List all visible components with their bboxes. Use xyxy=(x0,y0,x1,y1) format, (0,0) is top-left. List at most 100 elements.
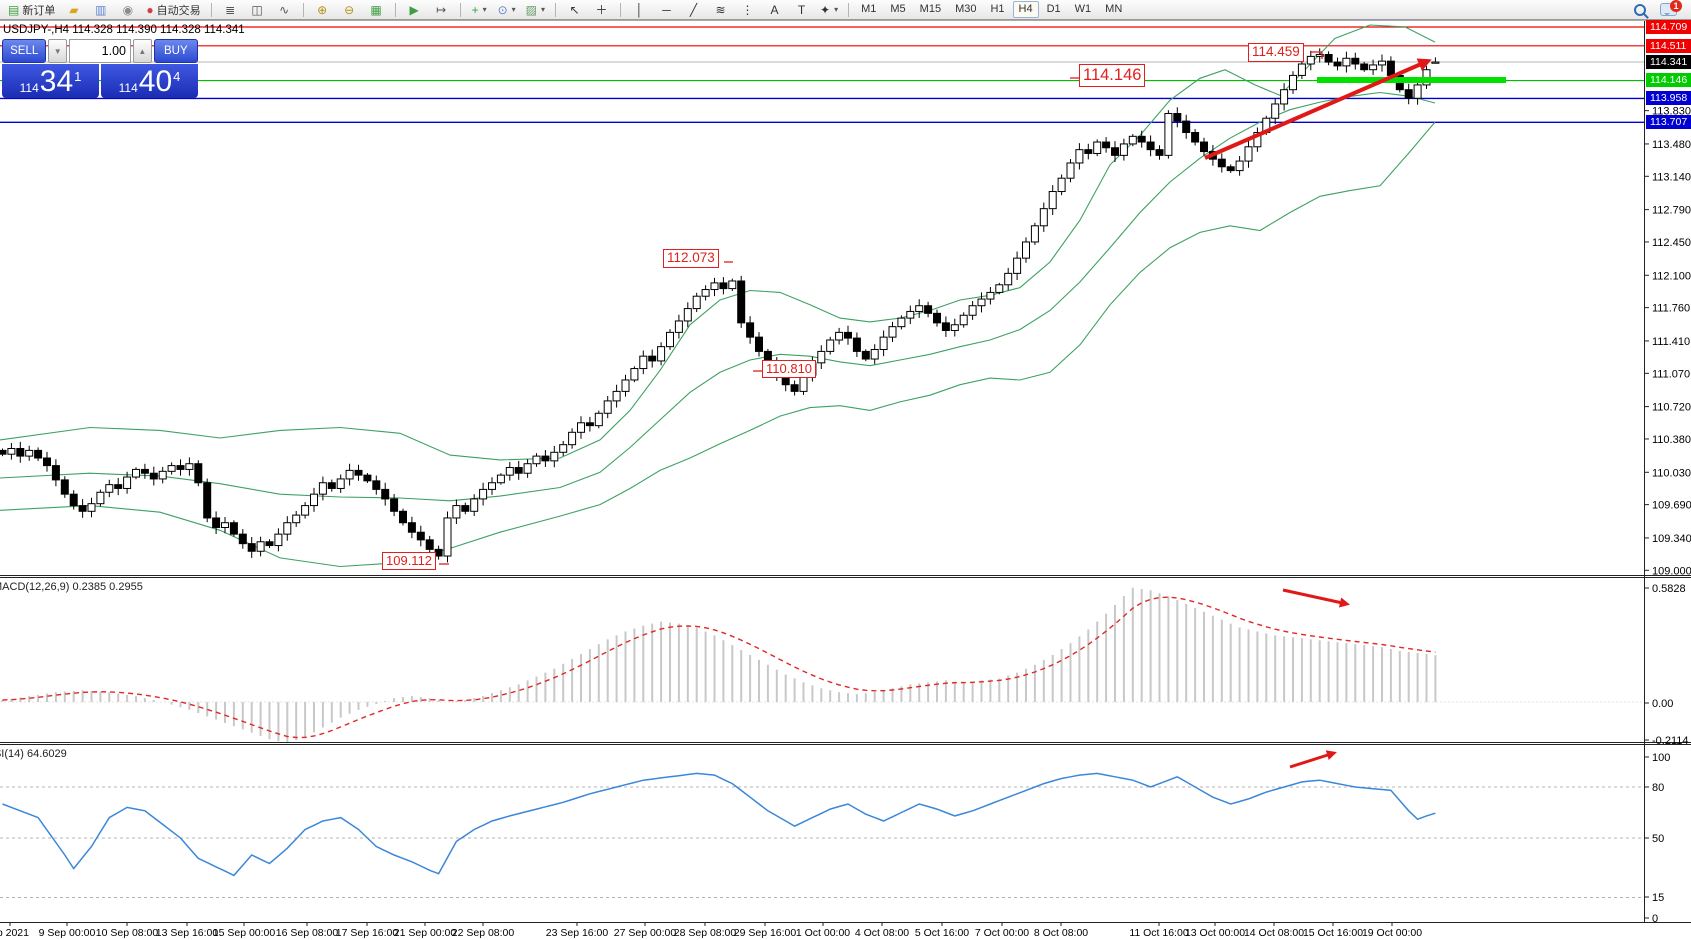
volume-increase-button[interactable]: ▲ xyxy=(133,39,152,63)
zoom-in-button[interactable]: ⊕ xyxy=(310,1,335,19)
candle-body xyxy=(1182,120,1191,134)
time-tick-label: 22 Sep 08:00 xyxy=(452,927,515,939)
candle-body xyxy=(274,533,283,547)
notifications-icon[interactable]: 1 xyxy=(1660,0,1682,16)
time-tick-label: 15 Oct 16:00 xyxy=(1303,927,1363,939)
candle-body xyxy=(568,431,577,446)
candle-body xyxy=(452,505,461,519)
fibonacci-icon: ⋮ xyxy=(741,2,754,17)
candle-body xyxy=(479,488,488,500)
bar-chart-button[interactable]: ≣ xyxy=(218,1,243,19)
trendline-button[interactable]: ╱ xyxy=(681,1,706,19)
highlight-icon[interactable]: ▰ xyxy=(61,1,86,19)
candle-body xyxy=(310,493,318,507)
text-button[interactable]: A xyxy=(762,1,787,19)
arrows-icon: ✦ xyxy=(820,2,831,17)
price-tick-label: 110.380 xyxy=(1652,434,1691,446)
annotation-high-112073[interactable]: 112.073 xyxy=(663,249,719,268)
timeframe-h4-button[interactable]: H4 xyxy=(1012,1,1039,18)
candle-body xyxy=(238,533,247,545)
candle-body xyxy=(69,493,78,507)
autotrade-button[interactable]: ● 自动交易 xyxy=(142,1,204,19)
sell-price-display[interactable]: 114 34 1 xyxy=(2,64,99,98)
candle-body xyxy=(1022,241,1030,259)
candle-body xyxy=(1404,89,1413,99)
rsi-arrow xyxy=(1289,750,1337,769)
candle-body xyxy=(247,543,256,552)
candle-body xyxy=(666,331,674,348)
candle-body xyxy=(977,298,986,307)
candle-body xyxy=(87,503,96,512)
text-label-button[interactable]: T xyxy=(789,1,814,19)
annotation-low-110810[interactable]: 110.810 xyxy=(762,360,817,379)
line-chart-button[interactable]: ∿ xyxy=(272,1,297,19)
candle-body xyxy=(336,478,345,489)
volume-decrease-button[interactable]: ▼ xyxy=(48,39,67,63)
auto-scroll-button[interactable]: ▶ xyxy=(402,1,427,19)
candle-body xyxy=(292,514,301,524)
templates-icon: ▨ xyxy=(525,2,538,17)
candle-body xyxy=(1369,64,1378,71)
equidistant-channel-button[interactable]: ≋ xyxy=(708,1,733,19)
candle-body xyxy=(594,412,603,427)
time-tick-label: 10 Sep 08:00 xyxy=(96,927,159,939)
timeframe-w1-button[interactable]: W1 xyxy=(1074,3,1092,15)
price-badge-114709: 114.709 xyxy=(1646,20,1691,34)
highlight-icon-icon: ▰ xyxy=(69,2,79,17)
candle-body xyxy=(318,482,327,495)
candle-body xyxy=(1244,146,1253,162)
timeframe-m5-button[interactable]: M5 xyxy=(890,3,906,15)
candlestick-chart-icon: ◫ xyxy=(251,2,263,17)
crosshair-button[interactable]: ＋ xyxy=(589,1,614,19)
indicators-button[interactable]: + ▾ xyxy=(467,1,492,19)
main-toolbar: ▤ 新订单 ▰ ▥ ◉ ● 自动交易 ≣ ◫ ∿ ⊕ ⊖ ▦ ▶ ↦ + ▾ ⊙ ▾ ▨ ▾ ↖ ＋ │ ─ ╱ ≋ ⋮ A T ✦ ▾ M1 M… xyxy=(0,0,1691,20)
candle-body xyxy=(1075,149,1084,164)
volume-input[interactable] xyxy=(69,39,131,63)
tile-windows-button[interactable]: ▦ xyxy=(364,1,389,19)
new-order-button[interactable]: ▤ 新订单 xyxy=(4,1,59,19)
timeframe-d1-button[interactable]: D1 xyxy=(1046,3,1061,15)
timeframe-m1-button[interactable]: M1 xyxy=(861,3,877,15)
cursor-button[interactable]: ↖ xyxy=(562,1,587,19)
annotation-level-114146[interactable]: 114.146 xyxy=(1079,64,1146,87)
buy-button[interactable]: BUY xyxy=(153,39,198,63)
buy-price-display[interactable]: 114 40 4 xyxy=(101,64,198,98)
vertical-line-button[interactable]: │ xyxy=(627,1,652,19)
fibonacci-button[interactable]: ⋮ xyxy=(735,1,760,19)
candle-body xyxy=(755,336,763,352)
time-tick-label: 13 Oct 00:00 xyxy=(1185,927,1245,939)
candle-body xyxy=(505,467,514,476)
candle-body xyxy=(123,476,132,489)
templates-button[interactable]: ▨ ▾ xyxy=(522,1,549,19)
market-watch-icon[interactable]: ▥ xyxy=(88,1,113,19)
candlestick-chart-button[interactable]: ◫ xyxy=(245,1,270,19)
timeframe-h1-button[interactable]: H1 xyxy=(990,3,1005,15)
candle-body xyxy=(1155,149,1164,156)
timeframe-m15-button[interactable]: M15 xyxy=(919,3,942,15)
candle-body xyxy=(817,350,826,364)
timeframe-mn-button[interactable]: MN xyxy=(1105,3,1123,15)
sound-icon[interactable]: ◉ xyxy=(115,1,140,19)
candle-body xyxy=(612,390,621,402)
horizontal-line-icon: ─ xyxy=(662,2,671,17)
sell-button[interactable]: SELL xyxy=(2,39,47,63)
rsi-tick-label: 50 xyxy=(1652,833,1664,845)
timeframe-m30-button[interactable]: M30 xyxy=(955,3,977,15)
candle-body xyxy=(256,541,265,552)
zoom-out-button[interactable]: ⊖ xyxy=(337,1,362,19)
candle-body xyxy=(835,331,844,341)
chart-shift-button[interactable]: ↦ xyxy=(429,1,454,19)
candle-body xyxy=(585,422,594,427)
candle-body xyxy=(719,282,728,290)
annotation-high-114459[interactable]: 114.459 xyxy=(1248,43,1304,62)
annotation-low-109112[interactable]: 109.112 xyxy=(382,552,437,571)
time-tick-label: 19 Oct 00:00 xyxy=(1362,927,1422,939)
periods-button[interactable]: ⊙ ▾ xyxy=(494,1,520,19)
horizontal-line-button[interactable]: ─ xyxy=(654,1,679,19)
price-tick-label: 109.690 xyxy=(1652,500,1691,512)
candle-body xyxy=(488,482,496,490)
arrows-button[interactable]: ✦ ▾ xyxy=(816,1,842,19)
equidistant-channel-icon: ≋ xyxy=(715,2,726,17)
search-icon[interactable] xyxy=(1634,3,1646,16)
